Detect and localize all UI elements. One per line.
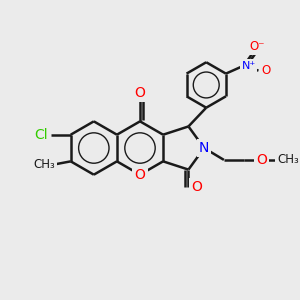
Text: CH₃: CH₃ — [277, 153, 299, 167]
Text: O: O — [262, 64, 271, 77]
Text: N⁺: N⁺ — [242, 61, 256, 71]
Text: O⁻: O⁻ — [250, 40, 265, 53]
Text: Cl: Cl — [34, 128, 48, 142]
Text: N: N — [199, 141, 209, 155]
Text: CH₃: CH₃ — [33, 158, 55, 171]
Text: O: O — [135, 86, 146, 100]
Text: O: O — [191, 180, 202, 194]
Text: O: O — [135, 168, 146, 182]
Text: O: O — [256, 153, 267, 167]
